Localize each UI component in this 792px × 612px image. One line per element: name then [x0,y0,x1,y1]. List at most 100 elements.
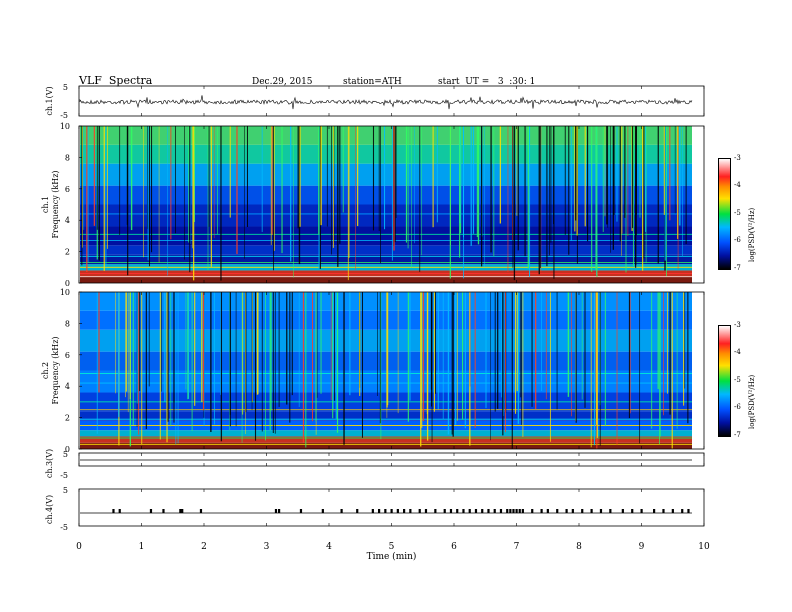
ch4-pulse [403,509,406,513]
figure-title: VLF Spectra [79,74,153,87]
colorbar-ch2-tick: -7 [734,431,741,439]
ch1-waveform-trace [79,95,693,110]
ch1-ytick-label: -5 [60,111,68,120]
ch1-spectrogram-tail [692,126,704,283]
ch2-spectrogram-ytick-label: 10 [60,288,70,297]
ch4-pulse [687,509,690,513]
ch4-pulse [356,509,359,513]
ch4-pulse [556,509,559,513]
ch2-spectrogram-band [80,436,693,443]
ch4-ylabel: ch.4(V) [45,495,54,524]
ch4-ytick-label: -5 [60,523,68,532]
ch2-spectrogram-tail [692,292,704,449]
ch4-pulse [456,509,459,513]
ch4-pulse [371,509,374,513]
ch4-pulse [565,509,568,513]
ch4-pulse [531,509,534,513]
ch4-pulse [424,509,428,513]
ch1-spectrogram-band [80,254,693,265]
ch4-pulse [481,509,484,513]
ch4-pulse [378,509,381,513]
ch2-spectrogram-ytick-label: 6 [65,351,70,360]
ch1-spectrogram-ytick-label: 8 [65,153,70,162]
ch1-spectrogram-band [80,276,693,283]
x-tick-label: 9 [639,542,645,552]
ch1-spectrogram-band [80,204,693,227]
date-label: Dec.29, 2015 [252,77,313,87]
x-tick-label: 5 [389,542,395,552]
colorbar-ch1-tick: -3 [734,154,741,162]
ch1-spectrogram-ytick-label: 6 [65,185,70,194]
x-tick-label: 1 [139,542,145,552]
ch4-pulse [571,509,574,513]
ch4-pulse [418,509,421,513]
ch3-ylabel: ch.3(V) [45,449,54,478]
ch1-spectrogram-band [80,144,693,164]
x-tick-label: 10 [698,542,710,552]
ch4-pulse [590,509,593,513]
ch4-waveform-frame [78,488,705,527]
ch4-pulse [443,509,446,513]
ch1-spectrogram-band [80,245,693,255]
ch4-pulse [434,509,437,513]
ch1-waveform-frame [78,85,705,117]
colorbar-ch1-tick: -5 [734,209,741,217]
colorbar-ch2-label: log(PSD(V²/Hz) [748,374,756,429]
ch4-pulse [199,509,203,513]
x-tick-label: 6 [451,542,457,552]
ch4-pulse [493,509,496,513]
ch4-pulse [518,509,521,513]
ch4-pulse [515,509,518,513]
ch4-pulse [449,509,453,513]
ch4-pulse [112,509,115,513]
x-tick-label: 3 [264,542,270,552]
ch4-ytick-label: 5 [63,486,68,495]
colorbar-ch1-tick: -4 [734,181,741,189]
ch1-spectrogram-ylabel-top: ch.1 [41,196,50,213]
ch4-pulse [546,509,549,513]
colorbar-ch2-tick: -6 [734,403,741,411]
ch2-spectrogram-band [80,411,693,421]
ch4-pulse [409,509,412,513]
ch4-pulse [631,509,634,513]
ch2-spectrogram-ytick-label: 0 [65,445,70,454]
x-tick-label: 0 [76,542,82,552]
ch2-spectrogram-ylabel-top: ch.2 [41,362,50,379]
colorbar-ch2-tick: -4 [734,348,741,356]
ch4-pulse [179,509,182,513]
ch3-ytick-label: -5 [60,471,68,480]
station-label: station=ATH [343,77,402,87]
ch4-pulse [390,509,393,513]
ch4-pulse [521,509,524,513]
ch2-spectrogram-ytick-label: 2 [65,414,70,423]
ch1-ytick-label: 5 [63,83,68,92]
ch4-pulse [149,509,153,513]
ch4-pulse [653,509,656,513]
ch4-pulse [506,509,509,513]
ch4-pulse [499,509,503,513]
ch4-pulse [512,509,515,513]
ch4-pulse [487,509,490,513]
colorbar-ch1-tick: -7 [734,264,741,272]
ch4-pulse [162,509,165,513]
ch2-spectrogram-ylabel-bottom: Frequency (kHz) [51,336,60,404]
ch4-pulse [396,509,399,513]
colorbar-ch1-label: log(PSD(V²/Hz) [748,207,756,262]
ch4-pulse [671,509,674,513]
ch1-spectrogram-ylabel-bottom: Frequency (kHz) [51,170,60,238]
colorbar-ch1-gradient [718,158,731,270]
ch4-pulse [278,509,281,513]
ch1-spectrogram-ytick-label: 2 [65,248,70,257]
ch4-pulse [274,509,278,513]
ch4-pulse [609,509,612,513]
ch4-pulse [599,509,603,513]
ch1-spectrogram-ytick-label: 10 [60,122,70,131]
ch2-spectrogram-ytick-label: 8 [65,319,70,328]
ch4-pulse [681,509,684,513]
x-tick-label: 7 [514,542,520,552]
ch4-pulse [321,509,324,513]
colorbar-ch2-tick: -3 [734,321,741,329]
ch1-ylabel: ch.1(V) [45,86,54,115]
ch2-spectrogram-band [80,442,693,449]
